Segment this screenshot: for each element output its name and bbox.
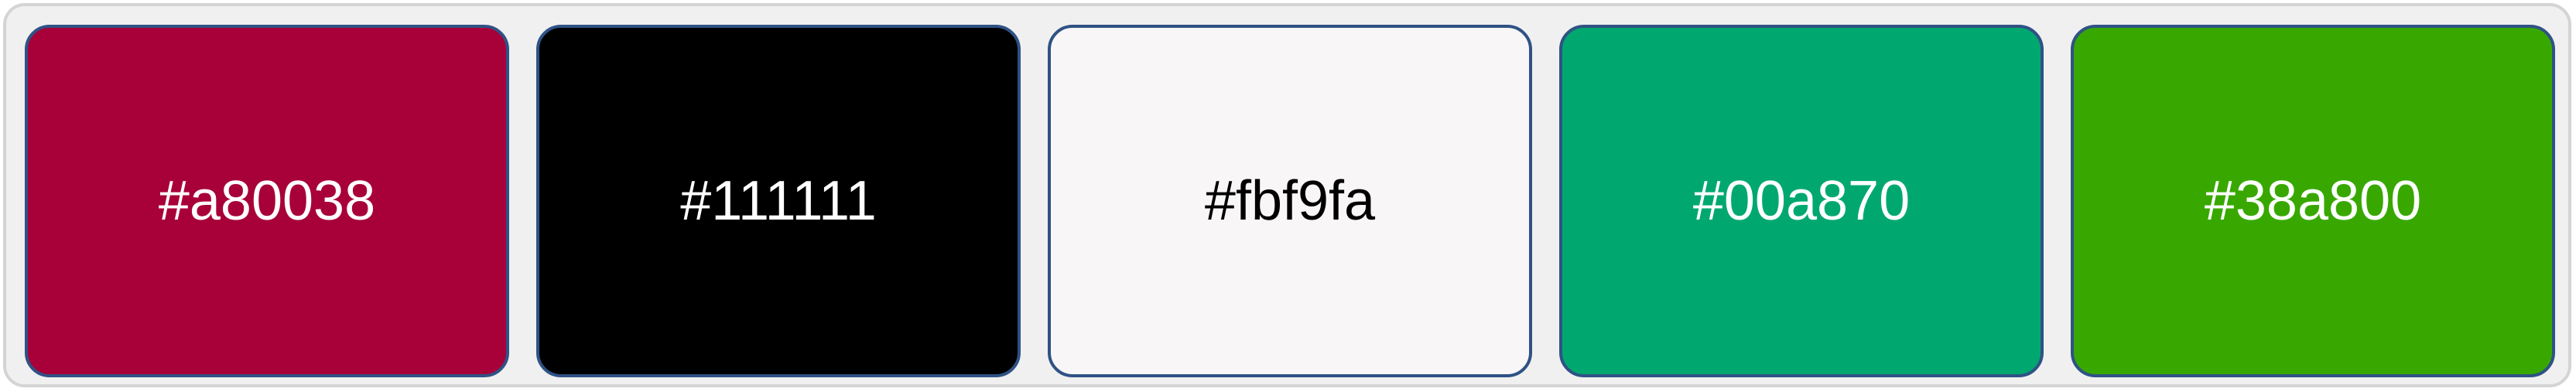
- swatch-hex-label: #111111: [680, 170, 877, 232]
- color-swatch-2[interactable]: #111111: [536, 25, 1021, 377]
- color-swatch-3[interactable]: #fbf9fa: [1048, 25, 1532, 377]
- swatch-hex-label: #38a800: [2204, 170, 2422, 232]
- swatch-hex-label: #a80038: [158, 170, 376, 232]
- swatch-hex-label: #00a870: [1692, 170, 1911, 232]
- swatch-hex-label: #fbf9fa: [1204, 170, 1376, 232]
- color-swatch-4[interactable]: #00a870: [1559, 25, 2044, 377]
- color-swatch-5[interactable]: #38a800: [2071, 25, 2555, 377]
- color-palette: #a80038 #111111 #fbf9fa #00a870 #38a800: [3, 3, 2571, 387]
- color-swatch-1[interactable]: #a80038: [25, 25, 509, 377]
